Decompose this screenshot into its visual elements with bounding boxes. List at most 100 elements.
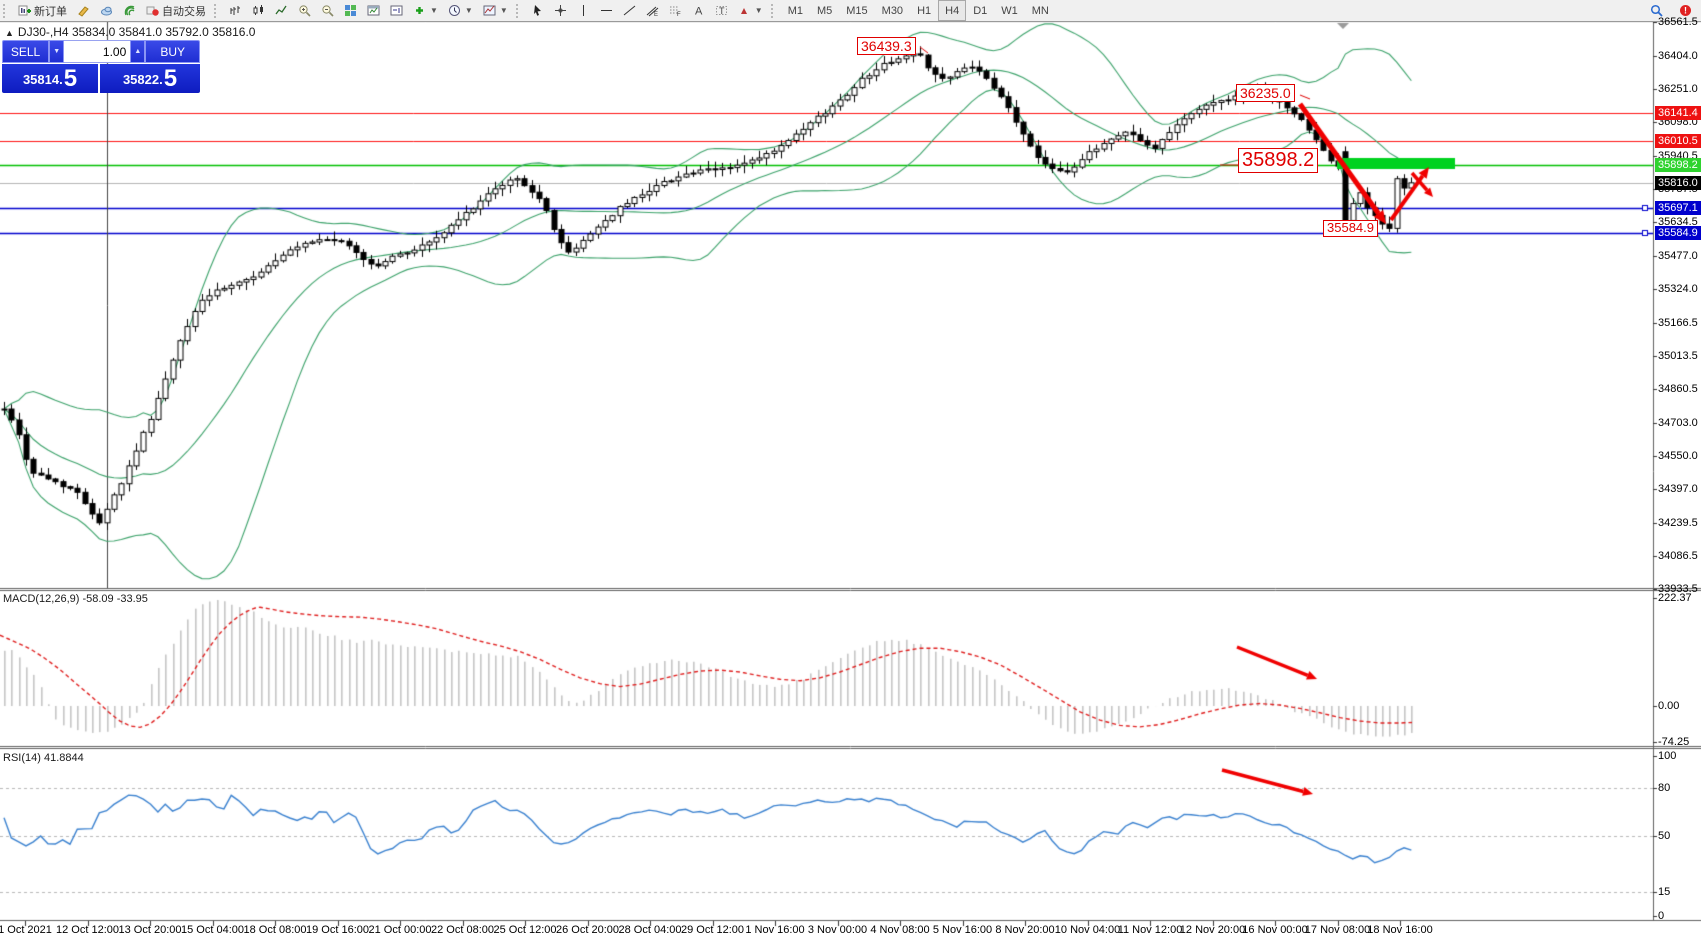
main-toolbar: 新订单 自动交易 ▼ ▼ ▼ E F A T ▼ M1 M5 M15 M30 H1 H4 D1 W1 MN! <box>0 0 1701 22</box>
date-axis-tick: 8 Nov 20:00 <box>995 924 1055 936</box>
date-axis-tick: 13 Oct 20:00 <box>118 924 182 936</box>
buy-button[interactable]: BUY <box>145 40 201 63</box>
svg-text:!: ! <box>1684 6 1687 16</box>
channel-button[interactable]: E <box>641 0 664 21</box>
signal-button[interactable] <box>118 0 141 21</box>
date-axis-tick: 25 Oct 12:00 <box>493 924 557 936</box>
timeframe-m1-button[interactable]: M1 <box>787 4 803 17</box>
crosshair-button[interactable] <box>549 0 572 21</box>
autotrade-button[interactable]: 自动交易 <box>141 0 211 21</box>
date-axis-tick: 29 Oct 12:00 <box>681 924 744 936</box>
timeframe-m5-button[interactable]: M5 <box>816 4 833 17</box>
hline-button[interactable] <box>595 0 618 21</box>
community-button[interactable]: ! <box>1674 0 1697 21</box>
price-axis-tick: 36404.0 <box>1658 49 1698 62</box>
one-click-trading-panel: SELL ▼ ▲ BUY 35814.5 35822.5 <box>2 40 201 93</box>
timeframe-w1-button[interactable]: W1 <box>1001 4 1018 17</box>
timeframe-m30-button[interactable]: M30 <box>881 4 904 17</box>
search-icon <box>1650 4 1663 17</box>
date-axis-tick: 22 Oct 08:00 <box>431 924 494 936</box>
candles-button[interactable] <box>247 0 270 21</box>
price-axis-tick: 33933.5 <box>1658 583 1698 595</box>
cloud-icon <box>100 4 113 17</box>
linechart-button[interactable] <box>270 0 293 21</box>
chart-shift-button[interactable] <box>385 0 408 21</box>
indicator-axis-tick: 100 <box>1658 750 1677 762</box>
timeframe-d1-button[interactable]: D1 <box>973 4 988 17</box>
new-order-button[interactable]: 新订单 <box>13 0 72 21</box>
label-icon: T <box>715 4 728 17</box>
indicators-icon <box>413 4 426 17</box>
trendline-button[interactable] <box>618 0 641 21</box>
vline-icon <box>577 4 590 17</box>
price-annotation[interactable]: 36439.3 <box>857 37 916 56</box>
crosshair-icon <box>554 4 567 17</box>
timeframe-m15-button[interactable]: M15 <box>846 4 868 17</box>
cursor-button[interactable] <box>526 0 549 21</box>
price-annotation[interactable]: 36235.0 <box>1236 84 1295 103</box>
price-badge: 35584.9 <box>1655 225 1701 240</box>
dropdown-caret-icon: ▼ <box>499 6 508 15</box>
date-axis-tick: 17 Nov 08:00 <box>1304 924 1371 936</box>
price-axis-tick: 35324.0 <box>1658 282 1698 295</box>
templates-button[interactable]: ▼ <box>478 0 513 21</box>
date-axis-tick: 18 Oct 08:00 <box>243 924 307 936</box>
svg-text:A: A <box>695 6 703 18</box>
vline-button[interactable] <box>572 0 595 21</box>
indicator-axis-tick: 0 <box>1658 910 1665 922</box>
toolbar-grip <box>515 3 523 18</box>
timeframe-h1-button[interactable]: H1 <box>917 4 932 17</box>
price-axis-tick: 36561.5 <box>1658 16 1698 28</box>
date-axis-tick: 12 Oct 12:00 <box>56 924 119 936</box>
price-axis-tick: 34086.5 <box>1658 549 1698 562</box>
arrows-button[interactable]: ▼ <box>733 0 768 21</box>
price-axis-tick: 34703.0 <box>1658 416 1698 429</box>
collapse-triangle-icon[interactable]: ▲ <box>5 28 14 38</box>
templates-icon <box>483 4 496 17</box>
buy-price-main: 35822. <box>122 72 163 87</box>
buy-price[interactable]: 35822. 5 <box>100 64 200 93</box>
price-axis-tick: 34239.5 <box>1658 516 1698 529</box>
volume-input[interactable] <box>64 40 131 63</box>
candles-icon <box>252 4 265 17</box>
price-badge: 36141.4 <box>1655 105 1701 120</box>
fibonacci-button[interactable]: F <box>664 0 687 21</box>
timeframe-mn-button[interactable]: MN <box>1031 4 1049 17</box>
indicator-axis-tick: -74.25 <box>1658 736 1690 748</box>
charts-cloud-button[interactable] <box>95 0 118 21</box>
date-axis-tick: 11 Nov 12:00 <box>1117 924 1183 936</box>
price-annotation[interactable]: 35584.9 <box>1323 220 1378 237</box>
barchart-button[interactable] <box>224 0 247 21</box>
price-annotation[interactable]: 35898.2 <box>1238 148 1319 173</box>
timeframe-h4-button[interactable]: H4 <box>938 0 967 21</box>
text-button[interactable]: A <box>687 0 710 21</box>
zoom-out-button[interactable] <box>316 0 339 21</box>
date-axis-tick: 10 Nov 04:00 <box>1054 924 1121 936</box>
date-axis-tick: 4 Nov 08:00 <box>870 924 930 936</box>
chat-icon: ! <box>1679 4 1692 17</box>
profiles-button[interactable] <box>72 0 95 21</box>
date-axis-tick: 28 Oct 04:00 <box>618 924 682 936</box>
volume-increment-button[interactable]: ▲ <box>130 40 146 63</box>
tile-windows-button[interactable] <box>339 0 362 21</box>
channel-icon: E <box>646 4 659 17</box>
price-axis-tick: 35634.5 <box>1658 216 1698 228</box>
profiles-icon <box>77 4 90 17</box>
zoom-in-button[interactable] <box>293 0 316 21</box>
date-axis-tick: 5 Nov 16:00 <box>932 924 993 936</box>
date-axis-tick: 18 Nov 16:00 <box>1367 924 1433 936</box>
sell-price[interactable]: 35814. 5 <box>2 64 98 93</box>
label-button[interactable]: T <box>710 0 733 21</box>
price-axis-tick: 35166.5 <box>1658 316 1698 329</box>
date-axis-tick: 1 Nov 16:00 <box>745 924 805 936</box>
sell-button[interactable]: SELL <box>2 40 50 63</box>
search-button[interactable] <box>1645 0 1668 21</box>
indicators-button[interactable]: ▼ <box>408 0 443 21</box>
svg-text:E: E <box>654 12 658 17</box>
autotrade-button-label: 自动交易 <box>162 5 206 18</box>
volume-decrement-button[interactable]: ▼ <box>49 40 65 63</box>
dropdown-caret-icon: ▼ <box>464 6 473 15</box>
periods-button[interactable]: ▼ <box>443 0 478 21</box>
chart-window-button[interactable] <box>362 0 385 21</box>
